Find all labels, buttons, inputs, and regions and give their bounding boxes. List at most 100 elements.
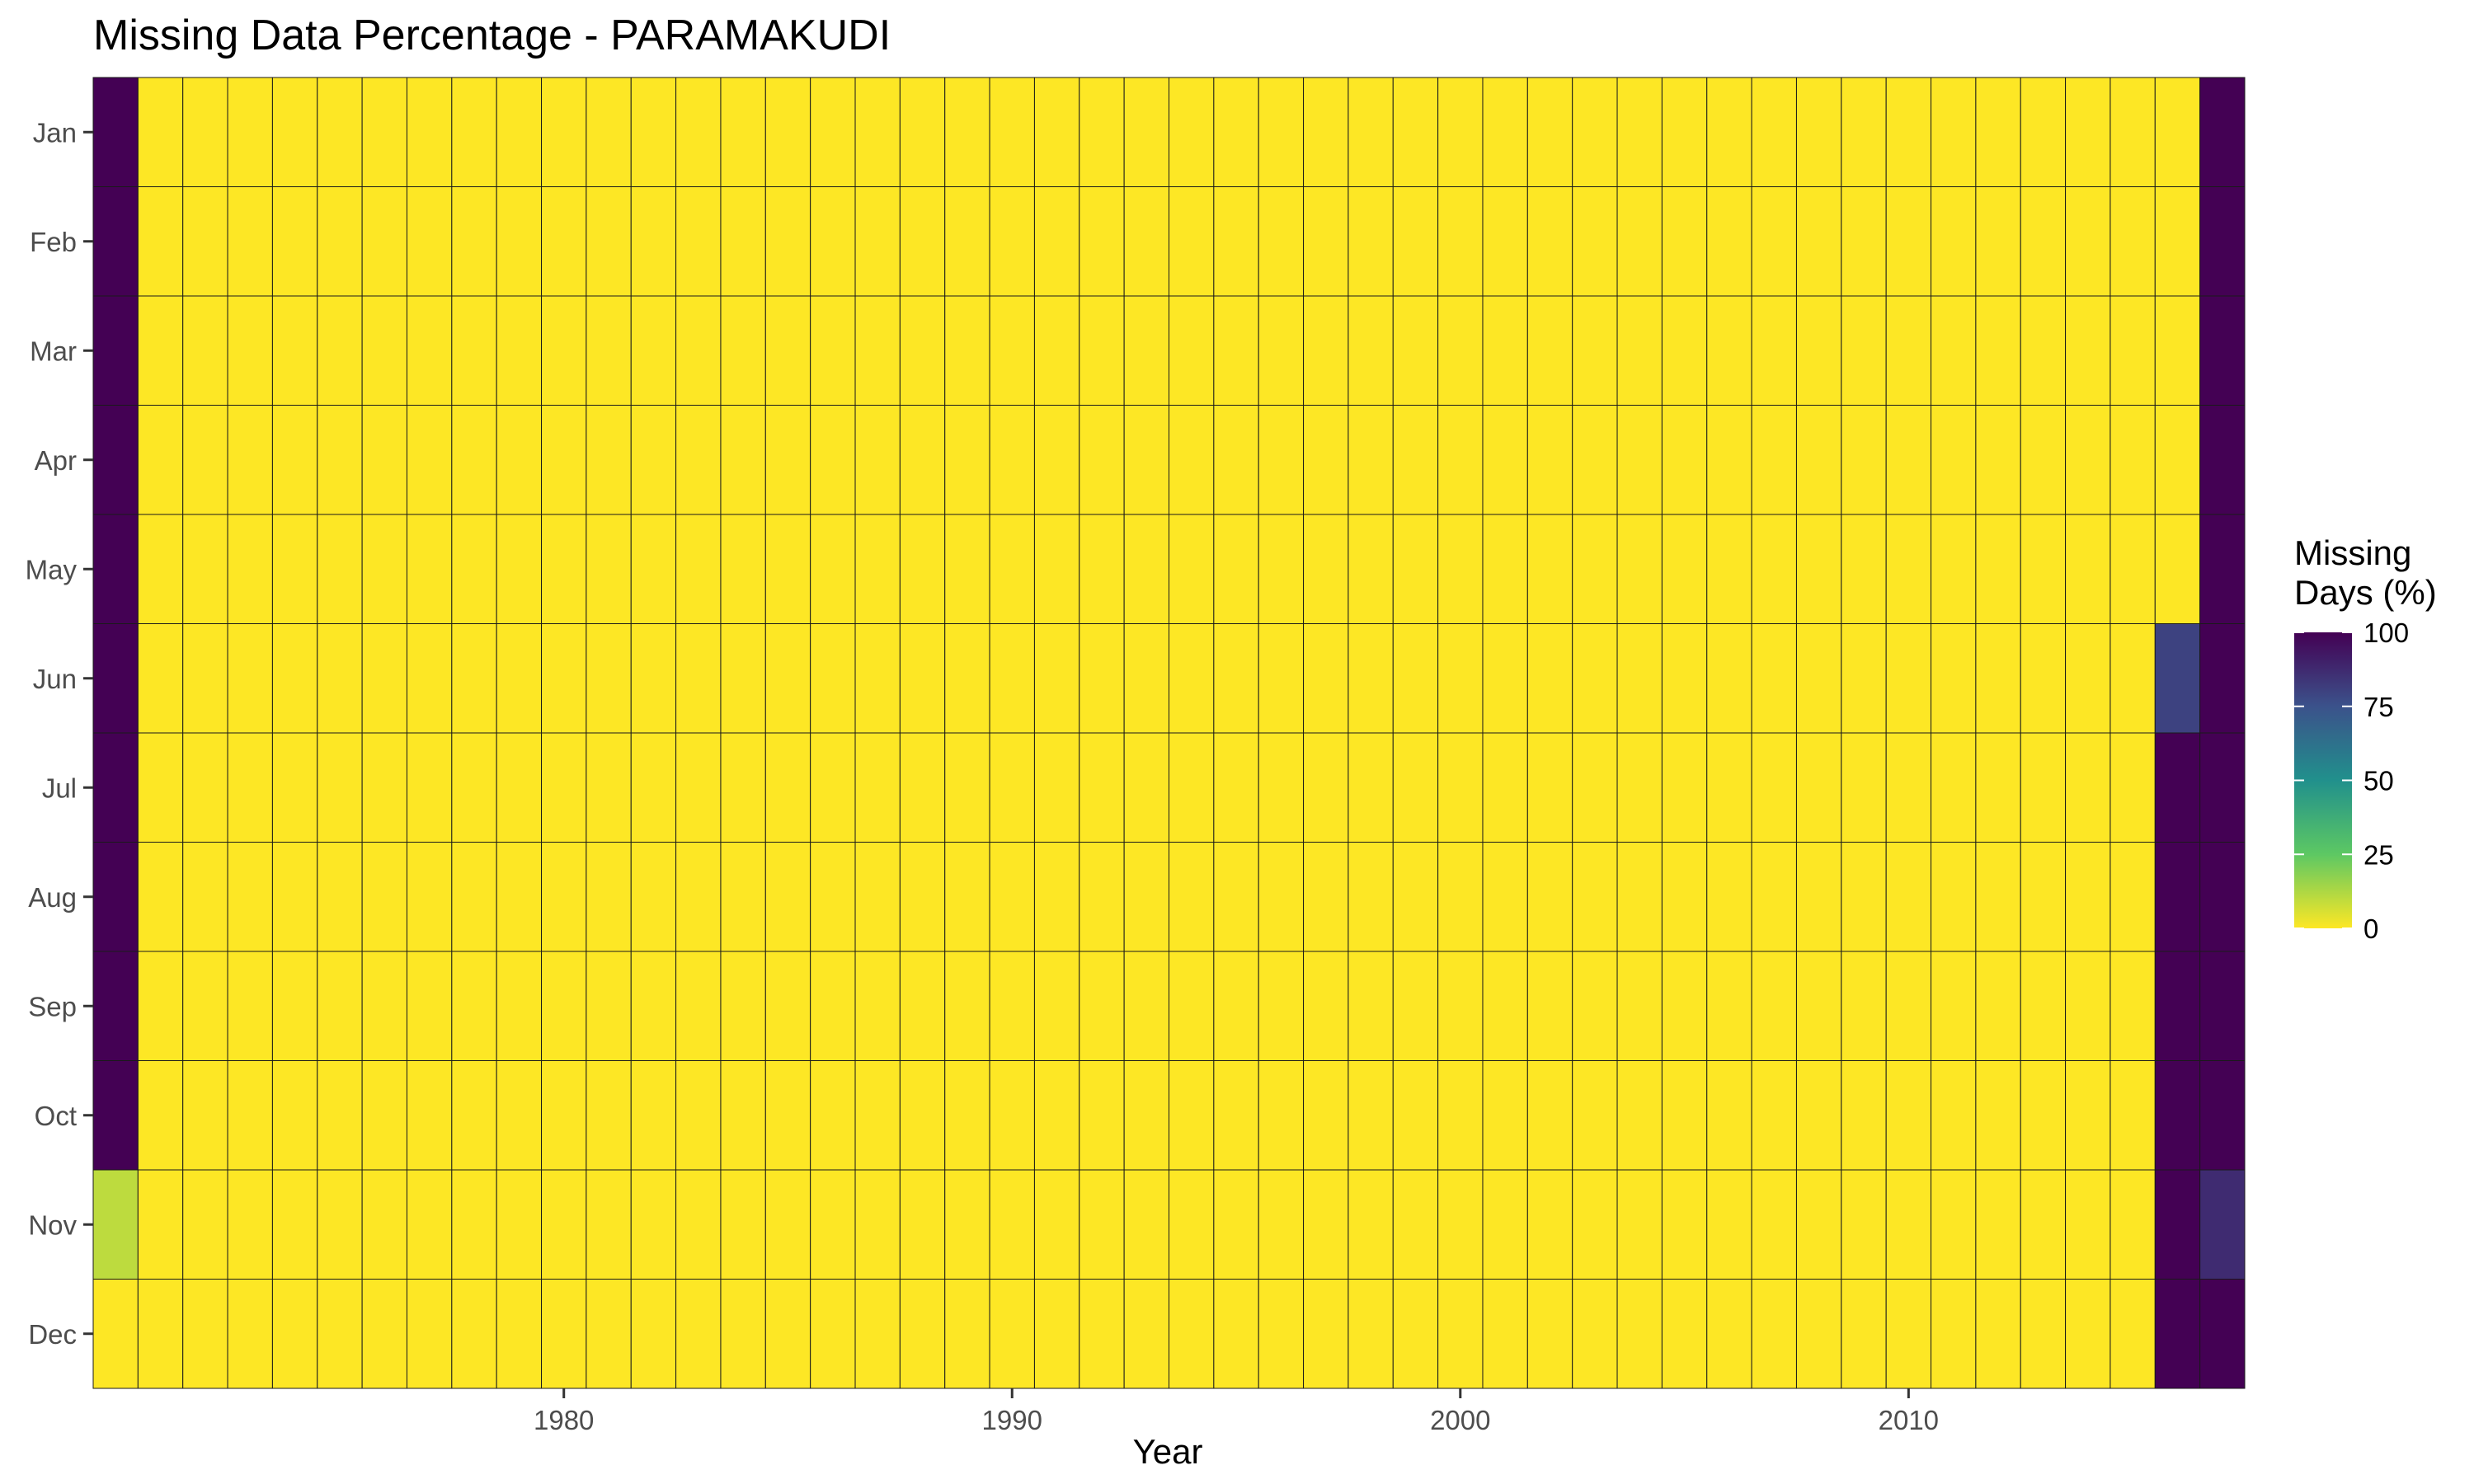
heatmap-cell — [2199, 842, 2246, 952]
heatmap-cell — [271, 77, 318, 187]
heatmap-cell — [1348, 186, 1394, 297]
heatmap-cell — [1751, 623, 1797, 734]
heatmap-cell — [630, 951, 677, 1061]
heatmap-cell — [1706, 1279, 1752, 1389]
heatmap-cell — [944, 186, 990, 297]
heatmap-cell — [586, 186, 632, 297]
heatmap-cell — [1348, 623, 1394, 734]
heatmap-cell — [899, 295, 946, 406]
heatmap-cell — [1975, 1279, 2021, 1389]
heatmap-cell — [92, 842, 139, 952]
heatmap-cell — [1123, 1060, 1170, 1171]
heatmap-cell — [1795, 186, 1842, 297]
heatmap-cell — [1661, 842, 1708, 952]
heatmap-cell — [1437, 1169, 1484, 1280]
heatmap-cell — [541, 842, 587, 952]
heatmap-cell — [1079, 732, 1125, 843]
heatmap-cell — [1931, 1279, 1977, 1389]
heatmap-cell — [675, 405, 722, 515]
heatmap-cell — [586, 295, 632, 406]
heatmap-cell — [1751, 732, 1797, 843]
heatmap-cell — [2154, 1060, 2201, 1171]
heatmap-cell — [1706, 1169, 1752, 1280]
y-tick-label: Jun — [33, 664, 77, 694]
heatmap-cell — [1751, 1169, 1797, 1280]
heatmap-cell — [2109, 623, 2156, 734]
heatmap-cell — [271, 951, 318, 1061]
heatmap-cell — [2065, 514, 2111, 624]
heatmap-cell — [1258, 951, 1305, 1061]
heatmap-cell — [137, 1060, 184, 1171]
heatmap-cell — [1931, 1060, 1977, 1171]
heatmap-cell — [1931, 842, 1977, 952]
heatmap-cell — [630, 405, 677, 515]
heatmap-cell — [1706, 842, 1752, 952]
heatmap-cell — [317, 623, 363, 734]
heatmap-cell — [137, 951, 184, 1061]
heatmap-cell — [2154, 732, 2201, 843]
heatmap-cell — [1975, 295, 2021, 406]
heatmap-cell — [271, 295, 318, 406]
heatmap-cell — [810, 732, 856, 843]
heatmap-cell — [1795, 951, 1842, 1061]
heatmap-cell — [2109, 1060, 2156, 1171]
heatmap-cell — [989, 405, 1035, 515]
heatmap-cell — [1079, 1169, 1125, 1280]
heatmap-cell — [810, 186, 856, 297]
heatmap-cell — [854, 842, 901, 952]
heatmap-cell — [2199, 1279, 2246, 1389]
heatmap-cell — [1526, 1169, 1573, 1280]
heatmap-cell — [361, 186, 407, 297]
heatmap-cell — [810, 623, 856, 734]
heatmap-cell — [496, 1169, 543, 1280]
heatmap-cell — [92, 732, 139, 843]
heatmap-cell — [1169, 732, 1215, 843]
heatmap-cell — [1482, 842, 1528, 952]
heatmap-cell — [2109, 1169, 2156, 1280]
heatmap-cell — [899, 1060, 946, 1171]
heatmap-cell — [361, 1169, 407, 1280]
heatmap-cell — [227, 1169, 273, 1280]
heatmap-cell — [1482, 1169, 1528, 1280]
heatmap-cell — [1213, 1169, 1259, 1280]
heatmap-cell — [2199, 951, 2246, 1061]
heatmap-cell — [2154, 514, 2201, 624]
heatmap-cell — [451, 405, 497, 515]
heatmap-cell — [2020, 514, 2067, 624]
heatmap-cell — [1437, 951, 1484, 1061]
heatmap-cell — [182, 405, 228, 515]
heatmap-cell — [1123, 77, 1170, 187]
legend-title-line-1: Missing — [2294, 533, 2411, 572]
heatmap-cell — [1795, 732, 1842, 843]
heatmap-cell — [2020, 623, 2067, 734]
heatmap-cell — [675, 1060, 722, 1171]
heatmap-cell — [1795, 1279, 1842, 1389]
heatmap-cell — [1213, 186, 1259, 297]
heatmap-cell — [1213, 405, 1259, 515]
heatmap-cell — [227, 951, 273, 1061]
heatmap-cell — [406, 295, 453, 406]
heatmap-cell — [1885, 405, 1932, 515]
heatmap-cell — [1258, 514, 1305, 624]
heatmap-cell — [1572, 77, 1618, 187]
heatmap-cell — [1033, 732, 1080, 843]
heatmap-cell — [1258, 1169, 1305, 1280]
heatmap-cell — [1841, 1279, 1887, 1389]
heatmap-cell — [1616, 1060, 1663, 1171]
heatmap-cell — [406, 842, 453, 952]
heatmap-cell — [227, 295, 273, 406]
heatmap-cell — [271, 514, 318, 624]
heatmap-cell — [1079, 623, 1125, 734]
heatmap-cell — [317, 514, 363, 624]
heatmap-cell — [1169, 295, 1215, 406]
heatmap-cell — [944, 405, 990, 515]
heatmap-cell — [1169, 186, 1215, 297]
heatmap-cell — [899, 186, 946, 297]
heatmap-cell — [720, 514, 766, 624]
heatmap-cell — [541, 1279, 587, 1389]
heatmap-cell — [1931, 732, 1977, 843]
heatmap-cell — [2020, 951, 2067, 1061]
heatmap-cell — [1033, 295, 1080, 406]
heatmap-cell — [271, 405, 318, 515]
heatmap-cell — [630, 295, 677, 406]
